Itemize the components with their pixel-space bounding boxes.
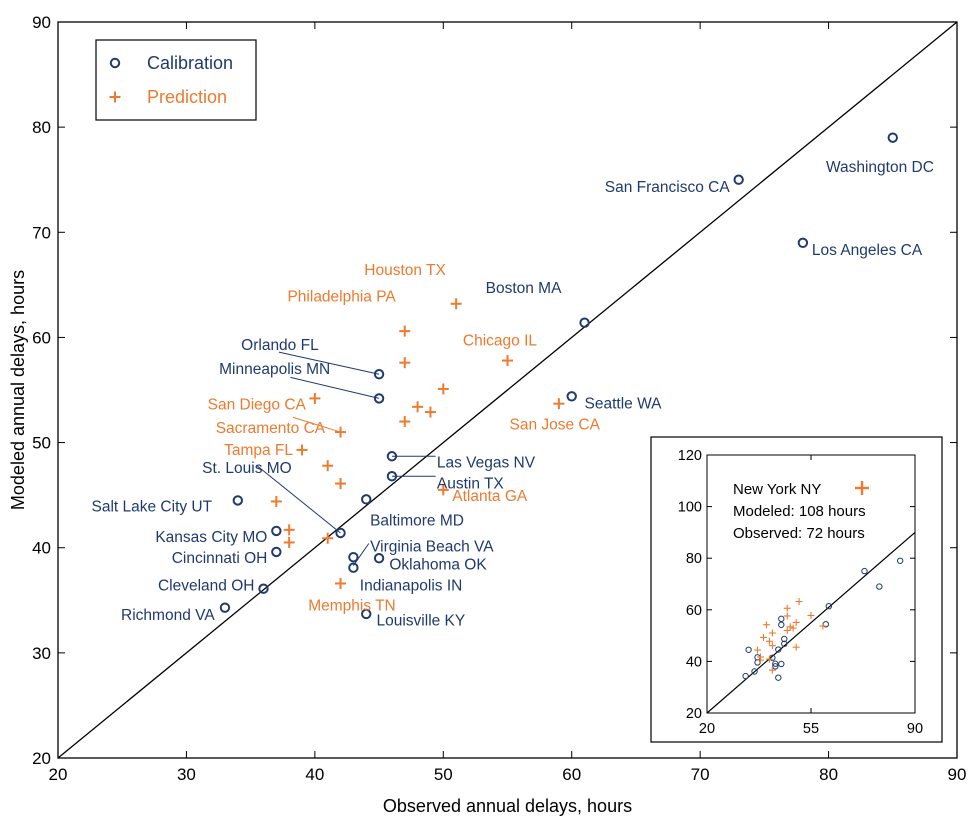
inset-y-tick-label: 60 bbox=[686, 603, 702, 619]
city-label: Atlanta GA bbox=[452, 488, 528, 505]
y-tick-label: 60 bbox=[32, 328, 51, 347]
city-label: Chicago IL bbox=[463, 333, 537, 350]
legend-box bbox=[96, 40, 256, 120]
city-label: Tampa FL bbox=[224, 442, 293, 459]
city-label: Philadelphia PA bbox=[287, 288, 396, 305]
city-label: Minneapolis MN bbox=[219, 361, 330, 378]
city-label: Virginia Beach VA bbox=[370, 539, 494, 556]
x-tick-label: 30 bbox=[177, 765, 196, 784]
city-label: Baltimore MD bbox=[370, 512, 464, 529]
city-label: Louisville KY bbox=[377, 612, 466, 629]
y-tick-label: 90 bbox=[32, 13, 51, 32]
inset-x-tick-label: 90 bbox=[907, 721, 923, 737]
y-tick-label: 30 bbox=[32, 644, 51, 663]
city-label: Memphis TN bbox=[308, 598, 396, 615]
inset-y-tick-label: 120 bbox=[678, 448, 702, 464]
legend-prediction-label: Prediction bbox=[147, 87, 227, 107]
inset-y-tick-label: 80 bbox=[686, 551, 702, 567]
x-tick-label: 50 bbox=[434, 765, 453, 784]
city-label: Sacramento CA bbox=[216, 420, 326, 437]
city-label: St. Louis MO bbox=[202, 460, 292, 477]
city-label: Salt Lake City UT bbox=[92, 499, 213, 516]
city-label: Seattle WA bbox=[585, 396, 663, 413]
y-tick-label: 70 bbox=[32, 223, 51, 242]
city-label: Houston TX bbox=[364, 262, 446, 279]
city-label: Kansas City MO bbox=[155, 529, 267, 546]
inset-x-tick-label: 20 bbox=[699, 721, 715, 737]
inset-modeled-label: Modeled: 108 hours bbox=[733, 503, 866, 520]
inset-observed-label: Observed: 72 hours bbox=[733, 525, 865, 542]
city-label: Washington DC bbox=[826, 159, 934, 176]
y-tick-label: 80 bbox=[32, 118, 51, 137]
city-label: Los Angeles CA bbox=[812, 242, 923, 259]
city-label: San Francisco CA bbox=[605, 179, 731, 196]
city-label: Indianapolis IN bbox=[360, 578, 463, 595]
inset-y-tick-label: 20 bbox=[686, 706, 702, 722]
city-label: Cleveland OH bbox=[158, 578, 255, 595]
inset-x-tick-label: 55 bbox=[803, 721, 819, 737]
city-label: Orlando FL bbox=[241, 337, 319, 354]
inset-plot: 20 55 90 20 40 60 80 100 120 New York NY Modeled: … bbox=[651, 437, 942, 742]
x-tick-label: 40 bbox=[305, 765, 324, 784]
city-label: San Diego CA bbox=[208, 397, 307, 414]
y-tick-label: 20 bbox=[32, 749, 51, 768]
city-label: Boston MA bbox=[486, 280, 562, 297]
inset-y-tick-label: 100 bbox=[678, 500, 702, 516]
city-label: Richmond VA bbox=[121, 607, 215, 624]
city-label: Oklahoma OK bbox=[389, 557, 487, 574]
inset-y-tick-label: 40 bbox=[686, 654, 702, 670]
x-tick-label: 80 bbox=[819, 765, 838, 784]
legend: Calibration Prediction bbox=[96, 40, 256, 120]
x-tick-label: 60 bbox=[562, 765, 581, 784]
x-tick-label: 70 bbox=[691, 765, 710, 784]
y-tick-label: 40 bbox=[32, 539, 51, 558]
city-label: Cincinnati OH bbox=[172, 550, 268, 567]
x-axis-title: Observed annual delays, hours bbox=[383, 796, 632, 816]
x-tick-label: 90 bbox=[948, 765, 967, 784]
legend-calibration-label: Calibration bbox=[147, 53, 233, 73]
x-tick-label: 20 bbox=[49, 765, 68, 784]
inset-city-label: New York NY bbox=[733, 481, 821, 498]
y-axis-title: Modeled annual delays, hours bbox=[8, 270, 28, 510]
city-label: San Jose CA bbox=[509, 417, 600, 434]
y-tick-label: 50 bbox=[32, 434, 51, 453]
city-label: Las Vegas NV bbox=[437, 455, 536, 472]
